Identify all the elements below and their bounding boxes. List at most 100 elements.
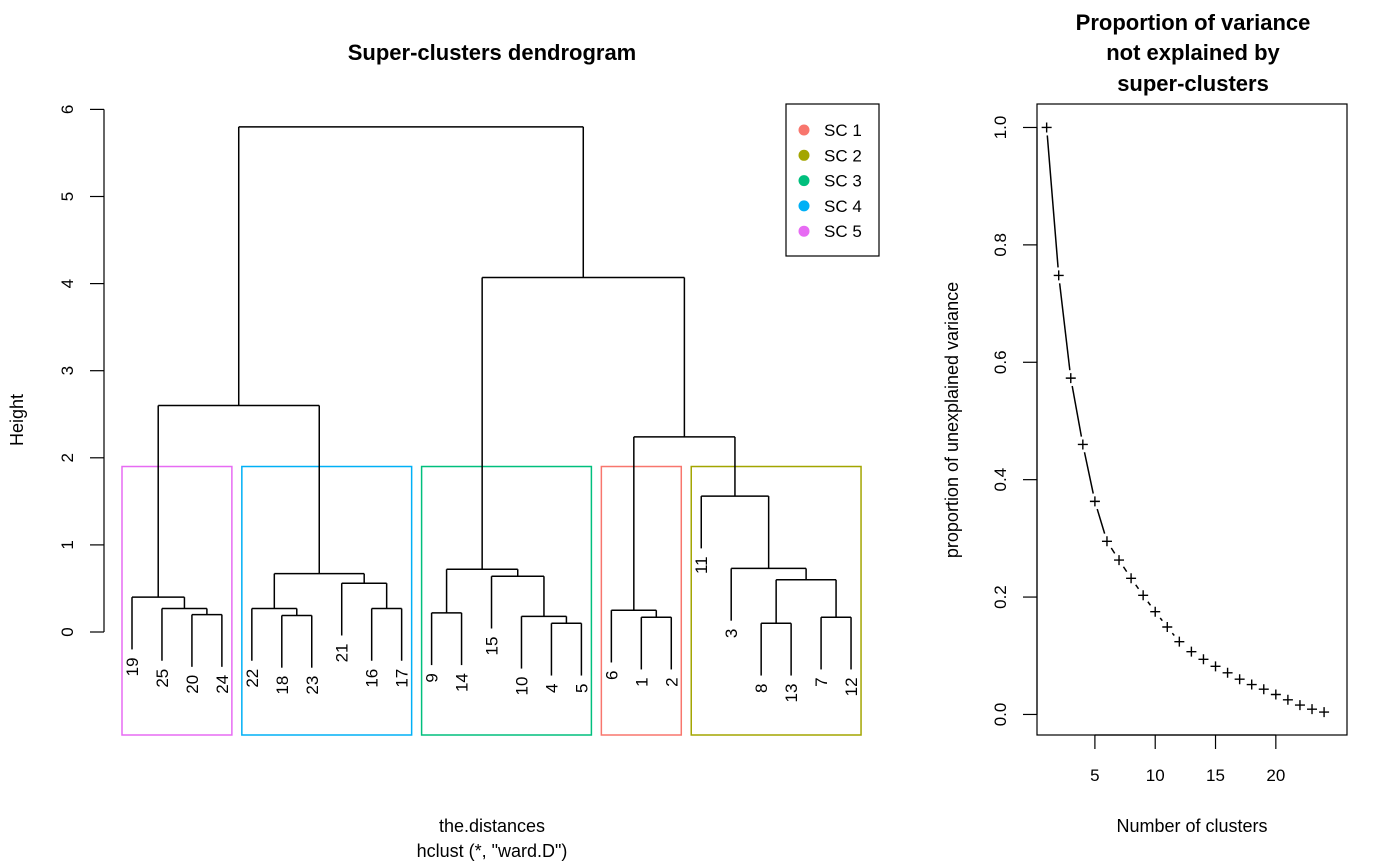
y-tick-label: 0.2 bbox=[991, 585, 1010, 609]
super-cluster-box bbox=[241, 465, 413, 736]
x-tick-label: 10 bbox=[1146, 766, 1165, 785]
leaf-label: 16 bbox=[363, 669, 382, 688]
legend-swatch bbox=[798, 124, 810, 136]
variance-point bbox=[1319, 707, 1330, 718]
leaf-label: 13 bbox=[782, 684, 801, 703]
y-tick-label: 0.8 bbox=[991, 233, 1010, 257]
variance-point bbox=[1210, 661, 1221, 672]
variance-ylabel: proportion of unexplained variance bbox=[942, 282, 962, 558]
y-tick-label: 5 bbox=[58, 192, 77, 201]
super-cluster-box bbox=[600, 465, 683, 736]
super-cluster-box bbox=[690, 465, 862, 736]
variance-point bbox=[1270, 689, 1281, 700]
variance-line-segment bbox=[1159, 617, 1163, 622]
x-tick-label: 20 bbox=[1266, 766, 1285, 785]
leaf-label: 4 bbox=[542, 684, 561, 693]
variance-line bbox=[1046, 135, 1175, 636]
dendrogram-y-axis: 0 1 2 3 4 5 6 bbox=[58, 105, 105, 637]
variance-point bbox=[1053, 270, 1064, 281]
super-cluster-boxes bbox=[121, 465, 862, 736]
y-tick-label: 0 bbox=[58, 627, 77, 636]
y-tick-label: 4 bbox=[58, 279, 77, 288]
variance-point bbox=[1077, 439, 1088, 450]
y-tick-label: 3 bbox=[58, 366, 77, 375]
variance-point bbox=[1294, 700, 1305, 711]
variance-point bbox=[1041, 122, 1052, 133]
leaf-label: 3 bbox=[722, 629, 741, 638]
variance-line-segment bbox=[1058, 283, 1071, 371]
variance-line-segment bbox=[1110, 547, 1116, 554]
leaf-label: 23 bbox=[303, 676, 322, 695]
legend-label: SC 2 bbox=[824, 146, 862, 165]
leaf-label: 9 bbox=[423, 673, 442, 682]
variance-point bbox=[1222, 667, 1233, 678]
y-tick-label: 2 bbox=[58, 453, 77, 462]
variance-line-segment bbox=[1046, 135, 1059, 268]
x-tick-label: 15 bbox=[1206, 766, 1225, 785]
leaf-label: 25 bbox=[153, 669, 172, 688]
leaf-label: 24 bbox=[213, 675, 232, 694]
super-cluster-box bbox=[121, 465, 233, 736]
variance-point bbox=[1114, 555, 1125, 566]
dendrogram-title: Super-clusters dendrogram bbox=[348, 40, 637, 65]
dendrogram-ylabel: Height bbox=[7, 394, 27, 446]
leaf-label: 10 bbox=[512, 677, 531, 696]
variance-point bbox=[1246, 679, 1257, 690]
variance-point bbox=[1174, 636, 1185, 647]
leaf-label: 20 bbox=[183, 675, 202, 694]
legend-swatch bbox=[798, 175, 810, 187]
variance-title-line-2: not explained by bbox=[1106, 40, 1280, 65]
variance-point bbox=[1138, 590, 1149, 601]
legend-swatch bbox=[798, 225, 810, 237]
leaf-label: 6 bbox=[602, 670, 621, 679]
variance-point bbox=[1089, 496, 1100, 507]
variance-line-segment bbox=[1135, 584, 1140, 590]
super-cluster-box bbox=[420, 465, 593, 736]
variance-point bbox=[1307, 704, 1318, 715]
variance-title-line-3: super-clusters bbox=[1117, 71, 1269, 96]
variance-xlabel: Number of clusters bbox=[1116, 816, 1267, 836]
leaf-label: 18 bbox=[273, 676, 292, 695]
y-tick-label: 6 bbox=[58, 105, 77, 114]
y-tick-label: 1 bbox=[58, 540, 77, 549]
leaf-label: 7 bbox=[812, 677, 831, 686]
leaf-label: 17 bbox=[393, 669, 412, 688]
leaf-label: 15 bbox=[483, 637, 502, 656]
leaf-label: 19 bbox=[123, 657, 142, 676]
variance-line-segment bbox=[1171, 632, 1175, 636]
variance-point bbox=[1126, 573, 1137, 584]
variance-point bbox=[1234, 674, 1245, 685]
legend-label: SC 4 bbox=[824, 197, 862, 216]
y-tick-label: 0.4 bbox=[991, 468, 1010, 492]
dendrogram-tree bbox=[131, 126, 852, 676]
leaf-label: 12 bbox=[842, 677, 861, 696]
leaf-label: 8 bbox=[752, 684, 771, 693]
x-tick-label: 5 bbox=[1090, 766, 1099, 785]
variance-plot-box bbox=[1036, 103, 1348, 736]
y-tick-label: 0.6 bbox=[991, 350, 1010, 374]
leaf-label: 5 bbox=[572, 684, 591, 693]
variance-point bbox=[1198, 654, 1209, 665]
legend-swatch bbox=[798, 200, 810, 212]
leaf-label: 2 bbox=[662, 677, 681, 686]
legend-swatch bbox=[798, 149, 810, 161]
variance-line-segment bbox=[1122, 566, 1128, 573]
dendrogram-xlabel: the.distances bbox=[439, 816, 545, 836]
variance-line-segment bbox=[1096, 508, 1106, 534]
leaf-label: 22 bbox=[243, 669, 262, 688]
y-tick-label: 0.0 bbox=[991, 703, 1010, 727]
leaf-label: 14 bbox=[453, 673, 472, 692]
variance-point bbox=[1065, 373, 1076, 384]
variance-point bbox=[1162, 621, 1173, 632]
dendrogram-sublabel: hclust (*, "ward.D") bbox=[417, 841, 568, 861]
y-tick-label: 1.0 bbox=[991, 116, 1010, 140]
variance-point bbox=[1186, 646, 1197, 657]
legend: SC 1 SC 2 SC 3 SC 4 SC 5 bbox=[785, 103, 880, 257]
variance-line-segment bbox=[1071, 385, 1083, 437]
variance-axes: 5 10 15 20 0.0 0.2 0.4 0.6 0.8 1.0 bbox=[991, 116, 1285, 785]
leaf-label: 21 bbox=[333, 643, 352, 662]
variance-point bbox=[1258, 684, 1269, 695]
variance-point bbox=[1282, 694, 1293, 705]
